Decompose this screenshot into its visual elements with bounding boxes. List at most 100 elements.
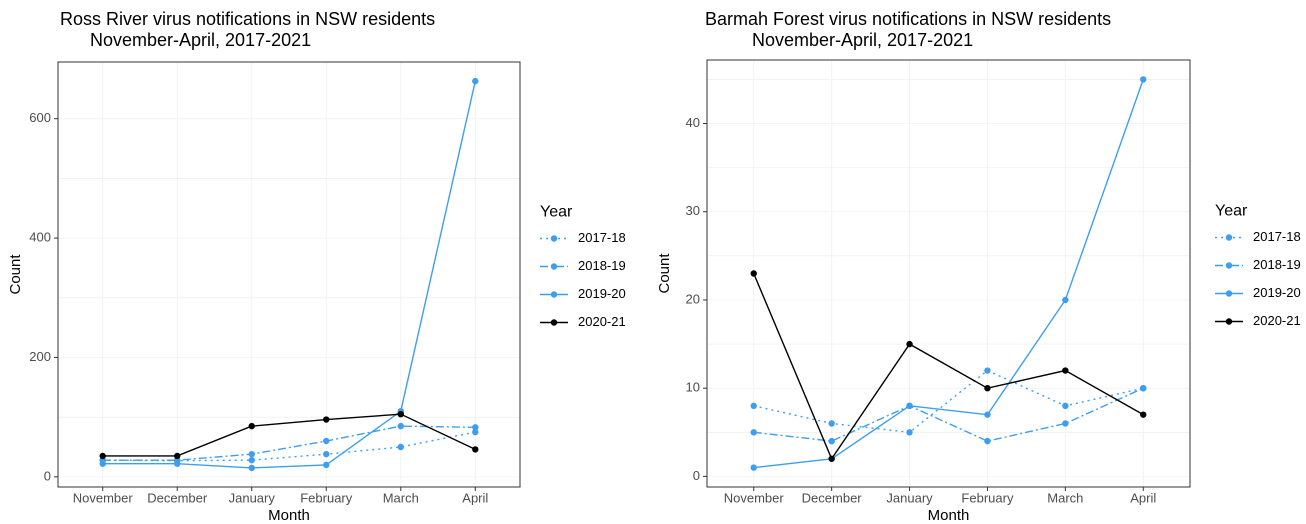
- panel-border: [706, 59, 1191, 488]
- line: [102, 80, 476, 469]
- point: [828, 420, 835, 427]
- legend-title: Year: [540, 204, 573, 221]
- point: [397, 422, 404, 430]
- point: [984, 367, 991, 374]
- legend-title: Year: [1215, 203, 1248, 220]
- line: [753, 369, 1144, 434]
- chart-subtitle: November-April, 2017-2021: [752, 30, 973, 50]
- point: [323, 450, 330, 458]
- point: [472, 428, 479, 436]
- point: [472, 424, 479, 431]
- line: [102, 431, 476, 462]
- point: [323, 461, 330, 469]
- point: [323, 416, 330, 423]
- point: [472, 446, 479, 453]
- point: [1062, 420, 1069, 427]
- chart: Barmah Forest virus notifications in NSW…: [656, 9, 1301, 524]
- point: [99, 460, 106, 467]
- point: [248, 450, 255, 458]
- point: [397, 410, 404, 418]
- legend-point: [1225, 234, 1233, 241]
- point: [472, 77, 479, 85]
- x-tick-label: November: [73, 490, 134, 505]
- legend-label: 2019-20: [1253, 285, 1301, 300]
- x-tick-label: February: [300, 490, 353, 505]
- point: [1140, 76, 1147, 83]
- point: [984, 437, 991, 445]
- legend-label: 2017-18: [1253, 229, 1301, 244]
- chart: Ross River virus notifications in NSW re…: [7, 9, 626, 524]
- point: [1062, 402, 1069, 410]
- x-tick-label: March: [1047, 490, 1083, 505]
- legend-point: [550, 291, 558, 298]
- point: [99, 452, 106, 460]
- x-tick-label: December: [802, 490, 863, 505]
- legend-point: [550, 235, 558, 242]
- line: [753, 273, 1144, 461]
- legend-point: [550, 319, 558, 326]
- point: [1140, 384, 1147, 392]
- x-tick-label: April: [462, 490, 488, 505]
- legend-label: 2020-21: [1253, 313, 1301, 328]
- y-tick-label: 200: [29, 349, 51, 364]
- y-tick-label: 600: [29, 110, 51, 125]
- point: [750, 464, 757, 471]
- line: [102, 425, 476, 461]
- point: [1140, 411, 1147, 418]
- point: [174, 460, 181, 467]
- y-tick-label: 10: [686, 380, 700, 395]
- point: [906, 429, 913, 436]
- point: [984, 384, 991, 392]
- y-tick-label: 30: [686, 203, 700, 218]
- y-tick-label: 20: [686, 291, 700, 306]
- legend-label: 2020-21: [578, 314, 626, 329]
- chart-subtitle: November-April, 2017-2021: [90, 30, 311, 50]
- legend-label: 2019-20: [578, 286, 626, 301]
- point: [750, 429, 757, 436]
- point: [984, 411, 991, 418]
- point: [828, 437, 835, 445]
- line: [753, 79, 1144, 469]
- point: [174, 452, 181, 460]
- x-tick-label: April: [1130, 490, 1156, 505]
- x-tick-label: November: [724, 490, 785, 505]
- point: [1062, 367, 1069, 374]
- y-tick-label: 40: [686, 115, 700, 130]
- legend-label: 2018-19: [1253, 257, 1301, 272]
- y-tick-label: 400: [29, 230, 51, 245]
- y-tick-label: 0: [44, 468, 51, 483]
- point: [248, 456, 255, 464]
- legend-point: [1225, 262, 1233, 269]
- y-axis-label: Count: [656, 253, 673, 294]
- x-tick-label: December: [147, 490, 208, 505]
- legend-point: [550, 263, 558, 270]
- y-tick-label: 0: [693, 468, 700, 483]
- y-axis-label: Count: [7, 254, 24, 295]
- x-tick-label: January: [886, 490, 933, 505]
- chart-title: Ross River virus notifications in NSW re…: [60, 9, 435, 29]
- chart-title: Barmah Forest virus notifications in NSW…: [705, 9, 1111, 29]
- point: [828, 455, 835, 462]
- point: [906, 402, 913, 410]
- legend-label: 2017-18: [578, 230, 626, 245]
- point: [397, 443, 404, 451]
- line: [753, 387, 1144, 442]
- x-tick-label: March: [383, 490, 419, 505]
- point: [750, 402, 757, 410]
- x-tick-label: January: [229, 490, 276, 505]
- x-tick-label: February: [961, 490, 1014, 505]
- legend-point: [1225, 318, 1233, 325]
- x-axis-label: Month: [268, 507, 310, 524]
- point: [750, 270, 757, 277]
- x-axis-label: Month: [928, 507, 970, 524]
- point: [248, 422, 255, 430]
- point: [323, 437, 330, 445]
- point: [906, 340, 913, 348]
- legend-point: [1225, 290, 1233, 297]
- legend-label: 2018-19: [578, 258, 626, 273]
- point: [1062, 296, 1069, 304]
- line: [102, 413, 476, 457]
- point: [248, 464, 255, 472]
- panel-border: [57, 61, 521, 488]
